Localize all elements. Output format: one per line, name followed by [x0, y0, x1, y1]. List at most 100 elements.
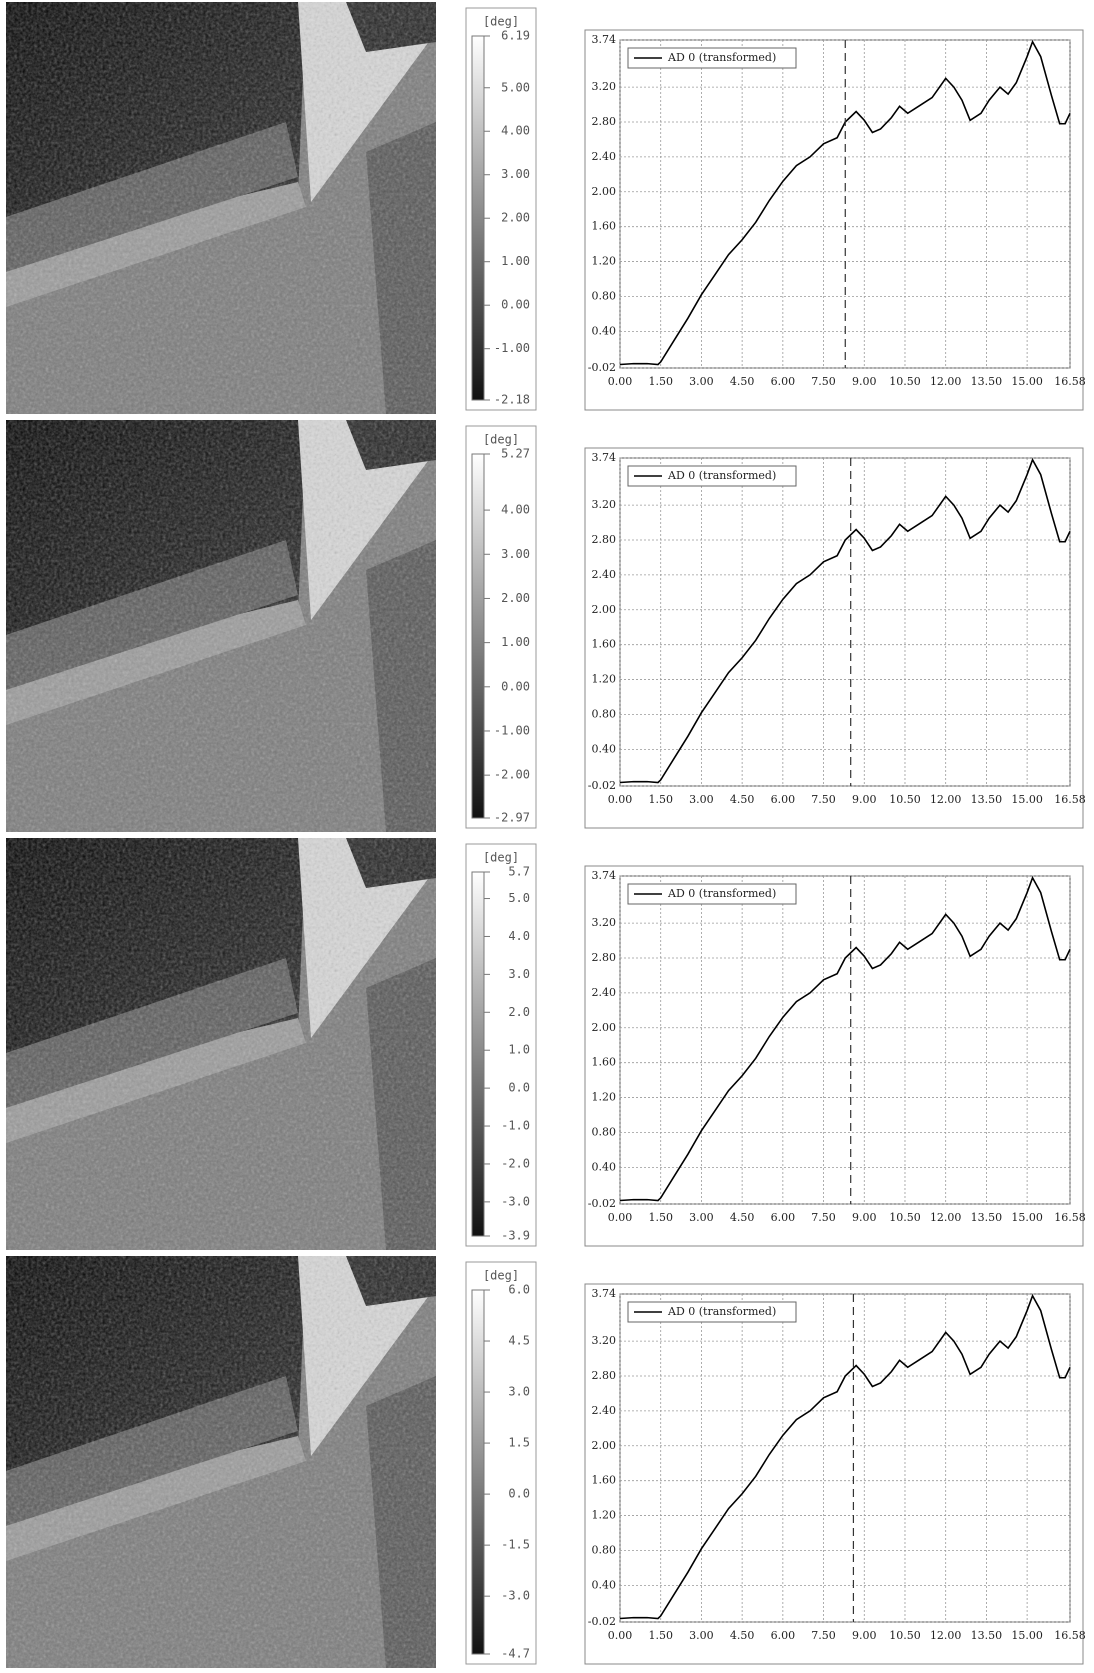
x-tick-label: 0.00 [608, 375, 633, 388]
y-tick-label: 1.60 [592, 220, 617, 233]
y-tick-label: 2.80 [592, 115, 617, 128]
y-tick-label: 2.40 [592, 986, 617, 999]
colorbar-tick-label: 3.0 [508, 967, 530, 981]
y-tick-label: 2.40 [592, 568, 617, 581]
y-tick-label: 0.80 [592, 1125, 617, 1138]
data-line [619, 1293, 1071, 1620]
legend-label: AD 0 (transformed) [667, 1305, 776, 1318]
colorbar-tick-label: 4.5 [508, 1334, 530, 1348]
y-tick-label: 2.00 [592, 185, 617, 198]
y-tick-label: 1.60 [592, 1056, 617, 1069]
y-tick-label: 2.80 [592, 1369, 617, 1382]
x-tick-label: 9.00 [852, 1211, 877, 1224]
y-tick-label: 1.20 [592, 1509, 617, 1522]
y-tick-label: 3.74 [592, 869, 617, 882]
legend-label: AD 0 (transformed) [667, 469, 776, 482]
x-tick-label: 10.50 [889, 1629, 921, 1642]
x-tick-label: 1.50 [648, 1629, 673, 1642]
x-tick-label: 15.00 [1011, 1211, 1043, 1224]
y-tick-label: 0.40 [592, 1578, 617, 1591]
x-tick-label: 0.00 [608, 1211, 633, 1224]
x-tick-label: 15.00 [1011, 1629, 1043, 1642]
data-line [619, 39, 1071, 366]
colorbar-tick-label: -2.18 [494, 393, 530, 407]
x-tick-label: 16.58 [1054, 375, 1086, 388]
y-tick-label: -0.02 [588, 1197, 616, 1210]
colorbar-tick-label: 4.00 [501, 124, 530, 138]
y-tick-label: 3.20 [592, 1334, 617, 1347]
y-tick-label: 3.74 [592, 451, 617, 464]
colorbar-gradient [471, 35, 485, 401]
colorbar-title: [deg] [483, 1269, 519, 1283]
colorbar-tick-label: 6.19 [501, 29, 530, 43]
x-tick-label: 3.00 [689, 1629, 714, 1642]
colorbar-tick-label: 4.00 [501, 503, 530, 517]
x-tick-label: 7.50 [811, 1629, 836, 1642]
y-tick-label: 0.40 [592, 324, 617, 337]
x-tick-label: 13.50 [971, 793, 1003, 806]
y-tick-label: 3.20 [592, 80, 617, 93]
y-tick-label: 0.40 [592, 742, 617, 755]
x-tick-label: 3.00 [689, 793, 714, 806]
y-tick-label: 3.74 [592, 33, 617, 46]
colorbar: [deg]5.27 4.00 3.00 2.00 1.00 0.00 -1.00 -2.00 -… [465, 425, 537, 829]
x-tick-label: 6.00 [771, 1211, 796, 1224]
plot-area [619, 1293, 1071, 1623]
x-tick-label: 10.50 [889, 375, 921, 388]
colorbar-tick-label: -4.7 [501, 1647, 530, 1661]
y-tick-label: 1.20 [592, 673, 617, 686]
y-tick-label: 2.00 [592, 1021, 617, 1034]
x-tick-label: 4.50 [730, 793, 755, 806]
colorbar: [deg]6.19 5.00 4.00 3.00 2.00 1.00 0.00 -1.00 -2… [465, 7, 537, 411]
x-tick-label: 4.50 [730, 1211, 755, 1224]
x-tick-label: 3.00 [689, 375, 714, 388]
photo [6, 420, 436, 832]
x-tick-label: 4.50 [730, 1629, 755, 1642]
x-tick-label: 12.00 [930, 375, 962, 388]
x-tick-label: 4.50 [730, 375, 755, 388]
colorbar-tick-label: -3.0 [501, 1589, 530, 1603]
x-tick-label: 9.00 [852, 1629, 877, 1642]
colorbar-tick-label: 3.00 [501, 547, 530, 561]
colorbar-tick-label: 3.00 [501, 167, 530, 181]
x-tick-label: 1.50 [648, 793, 673, 806]
y-tick-label: 1.60 [592, 638, 617, 651]
colorbar-tick-label: -2.00 [494, 768, 530, 782]
y-tick-label: 0.80 [592, 289, 617, 302]
colorbar: [deg]5.7 5.0 4.0 3.0 2.0 1.0 0.0 -1.0 -2.0 -3.0 -3… [465, 843, 537, 1247]
y-tick-label: 0.40 [592, 1160, 617, 1173]
x-tick-label: 16.58 [1054, 1629, 1086, 1642]
row: [deg]6.19 5.00 4.00 3.00 2.00 1.00 0.00 -1.00 -2… [6, 2, 1086, 414]
colorbar-tick-label: -3.9 [501, 1229, 530, 1243]
colorbar-tick-label: 2.0 [508, 1005, 530, 1019]
x-tick-label: 10.50 [889, 1211, 921, 1224]
photo [6, 2, 436, 414]
y-tick-label: 3.20 [592, 498, 617, 511]
x-tick-label: 16.58 [1054, 1211, 1086, 1224]
colorbar-tick-label: 0.0 [508, 1487, 530, 1501]
colorbar-tick-label: 5.7 [508, 865, 530, 879]
legend-box [627, 883, 797, 905]
legend-box [627, 465, 797, 487]
y-tick-label: 1.20 [592, 255, 617, 268]
x-tick-label: 12.00 [930, 1629, 962, 1642]
x-tick-label: 13.50 [971, 375, 1003, 388]
y-tick-label: 1.60 [592, 1474, 617, 1487]
colorbar: [deg]6.0 4.5 3.0 1.5 0.0 -1.5 -3.0 -4.7 [465, 1261, 537, 1665]
y-tick-label: 2.40 [592, 1404, 617, 1417]
y-tick-label: 2.80 [592, 951, 617, 964]
data-line [619, 875, 1071, 1202]
row: [deg]6.0 4.5 3.0 1.5 0.0 -1.5 -3.0 -4.7 -0.02 0.4… [6, 1256, 1086, 1668]
data-line [619, 457, 1071, 784]
x-tick-label: 7.50 [811, 375, 836, 388]
x-tick-label: 6.00 [771, 793, 796, 806]
colorbar-title: [deg] [483, 433, 519, 447]
colorbar-tick-label: 0.0 [508, 1081, 530, 1095]
colorbar-tick-label: 1.0 [508, 1043, 530, 1057]
colorbar-tick-label: 2.00 [501, 591, 530, 605]
y-tick-label: 2.40 [592, 150, 617, 163]
x-tick-label: 7.50 [811, 793, 836, 806]
x-tick-label: 10.50 [889, 793, 921, 806]
